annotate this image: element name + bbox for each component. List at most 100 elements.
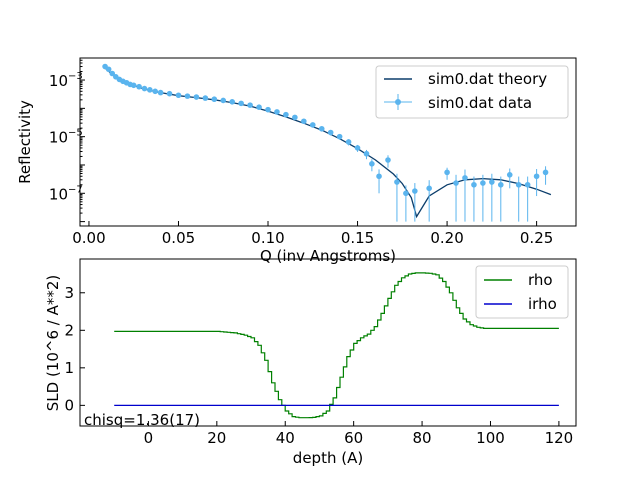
y-tick-label: 10 xyxy=(49,129,68,147)
data-point xyxy=(211,96,218,103)
data-point xyxy=(369,161,375,167)
data-point xyxy=(345,139,352,145)
data-point xyxy=(497,181,504,188)
reflectivity-y-axis-label: Reflectivity xyxy=(16,100,34,184)
data-point xyxy=(480,180,486,186)
data-point xyxy=(283,111,289,118)
legend-data-swatch xyxy=(384,94,412,110)
reflectivity-x-ticks: 0.00 0.05 0.10 0.15 0.20 0.25 xyxy=(72,221,553,247)
sld-axes-frame xyxy=(79,258,577,427)
x-tick-label: 0 xyxy=(144,429,154,447)
sld-plot-area xyxy=(114,272,559,419)
reflectivity-legend: sim0.dat theory sim0.dat data xyxy=(375,65,569,119)
data-point xyxy=(462,175,468,181)
data-point xyxy=(515,181,522,188)
rho-profile xyxy=(114,272,559,419)
data-point xyxy=(141,85,148,92)
reflectivity-plot-area xyxy=(102,63,552,222)
data-point xyxy=(403,190,409,197)
sld-panel: 0 20 40 60 80 100 120 0 1 2 3 depth (A) SLD (10^6… xyxy=(44,258,577,467)
legend-point xyxy=(395,99,401,105)
data-point xyxy=(157,89,164,96)
data-point xyxy=(202,95,209,101)
x-tick-label: 40 xyxy=(276,429,295,447)
sld-y-axis-label: SLD (10^6 / A**2) xyxy=(44,275,62,412)
reflectivity-axes-frame xyxy=(79,57,577,227)
sld-legend: rho irho xyxy=(475,265,569,319)
data-point xyxy=(426,185,432,192)
reflectivity-panel: 0.00 0.05 0.10 0.15 0.20 0.25 10−710−510−3 Q … xyxy=(16,57,577,265)
legend-rho-label: rho xyxy=(528,271,553,289)
data-point xyxy=(193,94,200,100)
data-point xyxy=(524,181,531,188)
data-point xyxy=(385,157,391,163)
data-point xyxy=(147,87,153,93)
y-tick-label: 1 xyxy=(64,359,74,377)
data-point xyxy=(109,70,116,77)
data-point xyxy=(105,66,112,73)
data-point xyxy=(412,188,418,194)
x-tick-label: 60 xyxy=(344,429,363,447)
data-point xyxy=(363,150,370,157)
data-point xyxy=(354,145,361,151)
x-tick-label: 100 xyxy=(476,429,505,447)
data-point xyxy=(489,179,495,185)
x-tick-label: 20 xyxy=(207,429,226,447)
legend-irho-label: irho xyxy=(528,295,557,313)
data-point xyxy=(175,92,182,99)
sld-y-ticks: 0 1 2 3 xyxy=(64,284,85,414)
data-point xyxy=(301,118,307,125)
data-point xyxy=(247,102,253,108)
x-tick-label: 0.05 xyxy=(162,229,195,247)
chisq-annotation: chisq=1.36(17) xyxy=(84,411,200,429)
data-point xyxy=(444,169,450,176)
data-point xyxy=(152,88,159,95)
data-point xyxy=(506,172,513,178)
y-tick-label: 2 xyxy=(64,321,74,339)
data-point xyxy=(229,99,236,105)
reflectivity-legend-box xyxy=(375,65,569,119)
data-point xyxy=(471,181,477,188)
x-tick-label: 0.20 xyxy=(430,229,463,247)
data-point xyxy=(533,173,540,180)
y-tick-exponent: −7 xyxy=(68,184,83,195)
sld-x-axis-label: depth (A) xyxy=(293,449,363,467)
x-tick-label: 0.10 xyxy=(251,229,284,247)
y-tick-label: 10 xyxy=(49,185,68,203)
data-point xyxy=(542,169,549,176)
data-point xyxy=(238,100,244,107)
y-tick-label: 0 xyxy=(64,396,74,414)
x-tick-label: 0.15 xyxy=(341,229,374,247)
data-point xyxy=(184,93,191,99)
data-point xyxy=(256,104,262,110)
reflectivity-y-ticks: 10−710−510−3 xyxy=(49,57,85,223)
x-tick-label: 0.25 xyxy=(520,229,553,247)
data-point xyxy=(292,114,298,121)
data-point xyxy=(220,97,227,104)
legend-theory-label: sim0.dat theory xyxy=(428,70,547,88)
data-point xyxy=(274,109,280,115)
y-tick-label: 10 xyxy=(49,72,68,90)
data-point xyxy=(336,133,343,140)
data-point xyxy=(265,106,271,113)
reflectivity-x-axis-label: Q (inv Angstroms) xyxy=(260,247,396,265)
sld-x-ticks: 0 20 40 60 80 100 120 xyxy=(144,421,574,447)
data-point xyxy=(327,129,334,136)
data-point xyxy=(309,122,316,128)
x-tick-label: 80 xyxy=(413,429,432,447)
data-point xyxy=(130,82,137,89)
legend-data-label: sim0.dat data xyxy=(428,94,532,112)
data-point xyxy=(394,179,400,185)
y-tick-exponent: −5 xyxy=(68,128,83,139)
data-point xyxy=(136,83,142,90)
y-tick-label: 3 xyxy=(64,284,74,302)
x-tick-label: 0.00 xyxy=(72,229,105,247)
y-tick-exponent: −3 xyxy=(68,71,83,82)
x-tick-label: 120 xyxy=(545,429,574,447)
data-point xyxy=(318,125,325,132)
data-point xyxy=(376,173,382,180)
data-point xyxy=(166,90,173,97)
sld-legend-box xyxy=(475,265,569,319)
data-point xyxy=(453,180,459,186)
